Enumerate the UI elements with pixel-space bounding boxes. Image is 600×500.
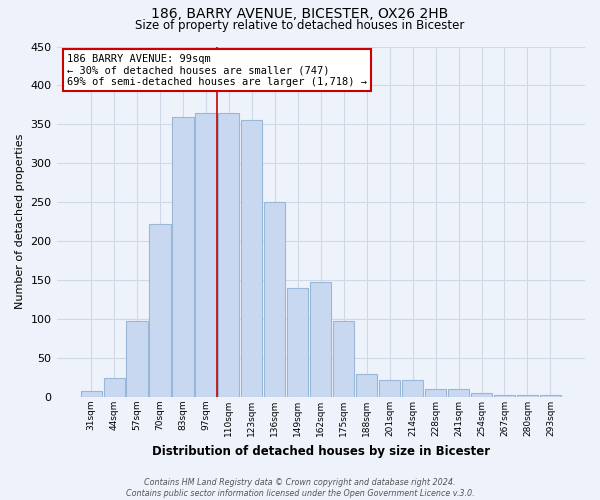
Bar: [425, 389, 446, 397]
Bar: [356, 374, 377, 397]
Bar: [241, 120, 262, 397]
Bar: [448, 389, 469, 397]
Bar: [196, 112, 217, 397]
Bar: [402, 380, 423, 397]
Bar: [264, 202, 286, 397]
Bar: [333, 322, 354, 397]
Bar: [471, 393, 492, 397]
Bar: [127, 320, 148, 397]
Text: Contains HM Land Registry data © Crown copyright and database right 2024.
Contai: Contains HM Land Registry data © Crown c…: [125, 478, 475, 498]
Text: Size of property relative to detached houses in Bicester: Size of property relative to detached ho…: [136, 18, 464, 32]
Y-axis label: Number of detached properties: Number of detached properties: [15, 134, 25, 310]
Bar: [494, 394, 515, 397]
X-axis label: Distribution of detached houses by size in Bicester: Distribution of detached houses by size …: [152, 444, 490, 458]
Bar: [287, 288, 308, 397]
Text: 186, BARRY AVENUE, BICESTER, OX26 2HB: 186, BARRY AVENUE, BICESTER, OX26 2HB: [151, 8, 449, 22]
Bar: [80, 391, 101, 397]
Bar: [379, 380, 400, 397]
Text: 186 BARRY AVENUE: 99sqm
← 30% of detached houses are smaller (747)
69% of semi-d: 186 BARRY AVENUE: 99sqm ← 30% of detache…: [67, 54, 367, 86]
Bar: [517, 394, 538, 397]
Bar: [310, 282, 331, 397]
Bar: [172, 116, 194, 397]
Bar: [104, 378, 125, 397]
Bar: [540, 394, 561, 397]
Bar: [149, 224, 170, 397]
Bar: [218, 112, 239, 397]
